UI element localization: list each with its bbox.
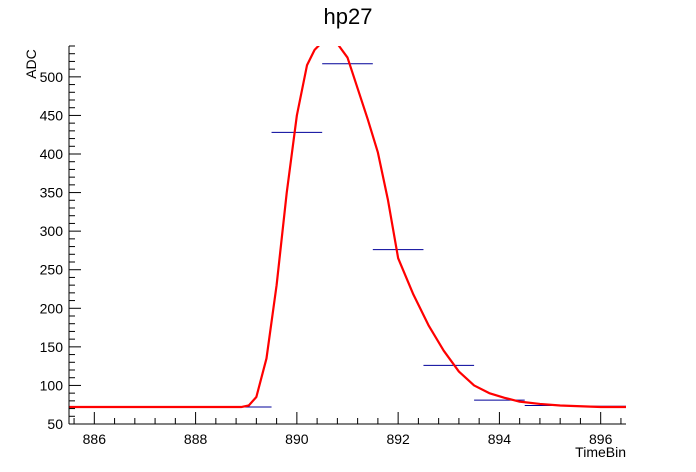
y-tick-label: 50 <box>47 416 63 432</box>
y-tick-label: 500 <box>40 69 64 85</box>
y-tick-label: 350 <box>40 185 64 201</box>
y-tick-label: 100 <box>40 377 64 393</box>
y-tick-label: 200 <box>40 300 64 316</box>
y-tick-label: 250 <box>40 262 64 278</box>
histogram-series <box>69 63 626 408</box>
x-tick-label: 886 <box>83 431 107 447</box>
y-tick-label: 300 <box>40 223 64 239</box>
axes: 886 888 890 892 894 896 50 100 150 200 250 300 350 40… <box>40 45 626 447</box>
x-tick-label: 894 <box>488 431 512 447</box>
x-tick-label: 892 <box>386 431 410 447</box>
fit-curve <box>69 46 626 409</box>
y-tick-label: 400 <box>40 146 64 162</box>
y-tick-label: 450 <box>40 107 64 123</box>
fit-series <box>69 46 626 409</box>
y-axis-title: ADC <box>23 49 39 79</box>
x-tick-label: 896 <box>589 431 613 447</box>
y-tick-label: 150 <box>40 339 64 355</box>
x-axis-title: TimeBin <box>575 444 626 460</box>
x-tick-label: 890 <box>285 431 309 447</box>
chart-title: hp27 <box>324 4 373 29</box>
x-tick-label: 888 <box>184 431 208 447</box>
